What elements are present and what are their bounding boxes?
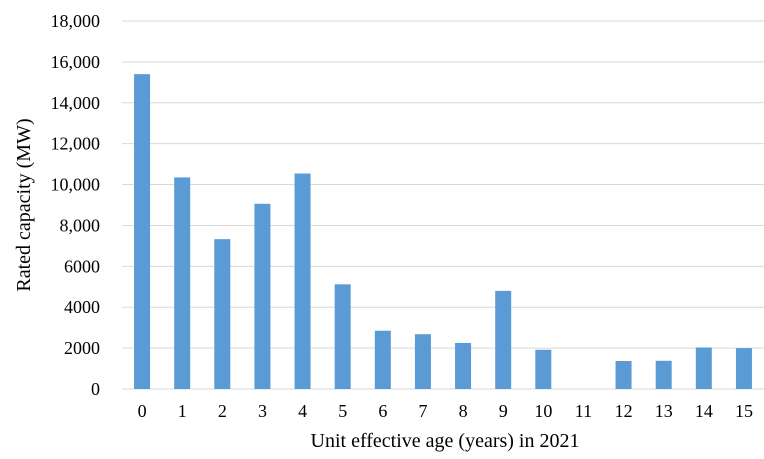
x-tick-label: 11 (575, 401, 592, 421)
y-tick-label: 16,000 (51, 52, 101, 72)
x-tick-label: 0 (138, 401, 147, 421)
y-axis-ticks: 0 2000 4000 6000 8,000 10,000 12,000 14,000 16,0… (51, 11, 101, 399)
x-tick-label: 5 (338, 401, 347, 421)
x-tick-label: 4 (298, 401, 307, 421)
bar-age-6 (374, 330, 391, 389)
bars (134, 74, 752, 390)
bar-age-8 (455, 343, 472, 389)
bar-age-7 (414, 334, 431, 389)
bar-age-14 (695, 347, 712, 389)
x-tick-label: 1 (178, 401, 187, 421)
x-tick-label: 15 (735, 401, 753, 421)
bar-age-9 (495, 290, 512, 389)
y-axis-title: Rated capacity (MW) (13, 118, 35, 291)
x-tick-label: 10 (534, 401, 552, 421)
x-tick-label: 7 (418, 401, 427, 421)
bar-age-5 (334, 284, 351, 389)
x-tick-label: 14 (695, 401, 713, 421)
x-tick-label: 3 (258, 401, 267, 421)
bar-age-1 (174, 177, 191, 389)
x-axis-title: Unit effective age (years) in 2021 (311, 430, 580, 452)
bar-age-2 (214, 239, 231, 389)
bar-age-10 (535, 349, 552, 389)
bar-age-3 (254, 203, 271, 389)
y-tick-label: 8,000 (60, 215, 101, 235)
bar-age-4 (294, 173, 311, 389)
x-tick-label: 6 (378, 401, 387, 421)
bar-age-15 (735, 348, 752, 389)
y-tick-label: 6000 (64, 256, 100, 276)
y-tick-label: 14,000 (51, 93, 101, 113)
y-tick-label: 12,000 (51, 134, 101, 154)
x-axis-ticks: 0 1 2 3 4 5 6 7 8 9 10 11 12 13 14 15 (138, 401, 753, 421)
x-tick-label: 2 (218, 401, 227, 421)
y-tick-label: 4000 (64, 297, 100, 317)
x-tick-label: 13 (655, 401, 673, 421)
y-tick-label: 0 (91, 379, 100, 399)
bar-age-13 (655, 360, 672, 389)
bar-age-0 (134, 74, 151, 390)
y-tick-label: 10,000 (51, 175, 101, 195)
y-tick-label: 18,000 (51, 11, 101, 31)
x-tick-label: 9 (499, 401, 508, 421)
bar-age-12 (615, 360, 632, 389)
x-tick-label: 8 (459, 401, 468, 421)
x-tick-label: 12 (615, 401, 633, 421)
y-tick-label: 2000 (64, 338, 100, 358)
